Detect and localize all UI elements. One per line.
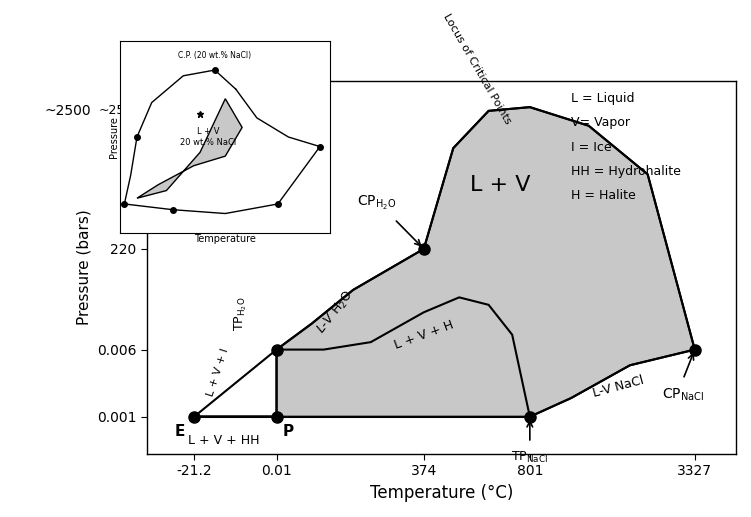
Text: E: E [174,424,185,439]
Text: C.P. (20 wt.% NaCl): C.P. (20 wt.% NaCl) [178,52,252,60]
Text: $\mathrm{TP_{NaCl}}$: $\mathrm{TP_{NaCl}}$ [511,450,548,465]
Text: $\mathrm{TP_{H_2O}}$: $\mathrm{TP_{H_2O}}$ [233,296,249,331]
Text: L + V + I: L + V + I [205,347,230,397]
Polygon shape [194,107,695,417]
Text: $\mathrm{CP_{NaCl}}$: $\mathrm{CP_{NaCl}}$ [662,387,704,403]
Y-axis label: Pressure: Pressure [109,116,119,158]
Text: $\mathrm{CP_{H_2O}}$: $\mathrm{CP_{H_2O}}$ [357,193,397,211]
X-axis label: Temperature: Temperature [195,234,256,244]
Text: ~2500: ~2500 [98,104,141,117]
Text: H = Halite: H = Halite [571,189,636,202]
Text: L = Liquid: L = Liquid [571,92,635,105]
Y-axis label: Pressure (bars): Pressure (bars) [77,210,92,325]
Text: I = Ice: I = Ice [571,141,612,154]
Text: L + V + H: L + V + H [392,318,455,352]
Text: L + V + HH: L + V + HH [188,434,259,447]
Text: L + V
20 wt.% NaCl: L + V 20 wt.% NaCl [180,127,237,147]
Polygon shape [137,99,242,198]
Text: L-V NaCl: L-V NaCl [591,374,645,400]
X-axis label: Temperature (°C): Temperature (°C) [369,484,513,502]
Text: V= Vapor: V= Vapor [571,116,630,129]
Text: L + V: L + V [470,175,531,195]
Text: Locus of Critical Points: Locus of Critical Points [441,12,513,126]
Text: P: P [283,424,294,439]
Text: HH = Hydrohalite: HH = Hydrohalite [571,165,681,178]
Text: $L\text{-}V\ \mathrm{H_2O}$: $L\text{-}V\ \mathrm{H_2O}$ [314,287,357,337]
Text: ~2500: ~2500 [44,104,91,118]
